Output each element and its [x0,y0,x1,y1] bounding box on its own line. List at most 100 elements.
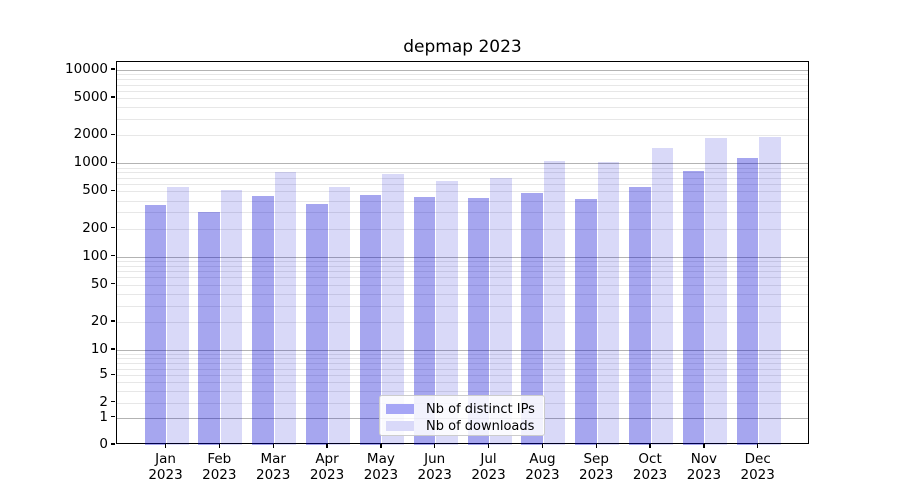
y-tick-mark [111,283,115,285]
x-tick-mark [164,444,167,448]
bar-downloads-sep [597,162,620,445]
gridline-minor [117,260,808,262]
x-tick-mark [703,444,705,448]
y-tick-mark [111,416,115,418]
bar-ips-jul [467,197,489,445]
x-tick-mark [380,444,382,448]
bar-ips-mar [252,195,274,445]
bar-ips-nov [682,170,705,445]
legend-swatch-downloads-icon [386,421,414,431]
gridline-minor [117,228,808,230]
bar-ips-may [359,195,382,445]
bar-ips-apr [306,203,328,445]
bar-ips-oct [629,187,651,445]
gridline-minor [117,358,808,360]
gridline-minor [117,135,808,137]
y-tick-label: 200 [82,219,108,236]
bar-downloads-jan [167,187,189,445]
bar-downloads-may [382,173,404,445]
bar-ips-jan [144,204,166,445]
gridline-minor [117,363,808,364]
x-tick-label: Jul 2023 [471,451,506,483]
bar-downloads-feb [220,190,243,445]
legend-label-downloads: Nb of downloads [426,418,535,434]
gridline-minor [117,98,808,100]
gridline-minor [117,321,808,323]
gridline-minor [117,284,808,286]
x-tick-mark [487,444,490,448]
y-tick-mark [111,68,115,70]
x-tick-mark [595,444,597,448]
y-tick-label: 10000 [65,61,108,77]
y-tick-mark [111,96,115,98]
gridline-minor [117,305,808,307]
y-tick-label: 2 [99,393,108,410]
gridline-major [117,350,808,351]
x-tick-mark [649,444,651,448]
x-tick-label: Apr 2023 [309,451,345,483]
bar-downloads-apr [328,186,350,445]
x-tick-label: Nov 2023 [686,451,722,483]
x-tick-label: Dec 2023 [740,451,775,483]
x-tick-label: Sep 2023 [579,451,614,483]
x-tick-mark [326,444,328,448]
y-tick-mark [111,320,115,322]
gridline-minor [117,200,808,202]
x-tick-mark [434,444,436,448]
y-tick-label: 2000 [73,126,108,143]
gridline-minor [117,84,808,86]
gridline-minor [117,184,808,185]
gridline-major [117,256,808,258]
gridline-minor [117,118,808,120]
y-tick-label: 500 [82,182,108,199]
bar-downloads-jul [490,178,512,445]
plot-area: Nb of distinct IPs Nb of downloads [116,61,809,445]
gridline-minor [117,293,808,295]
y-tick-mark [111,161,115,163]
x-tick-label: May 2023 [363,451,399,483]
gridline-minor [117,79,808,80]
gridline-minor [117,265,808,267]
y-tick-label: 1000 [73,154,108,171]
y-tick-label: 5 [99,366,108,383]
gridline-minor [117,382,808,383]
y-tick-mark [111,348,115,350]
gridline-minor [117,177,808,179]
legend-swatch-distinct-ips-icon [386,404,414,414]
gridline-minor [117,212,808,214]
x-tick-mark [272,444,274,448]
bar-downloads-aug [543,161,566,445]
y-tick-label: 10 [90,341,108,357]
y-tick-label: 5000 [73,89,108,106]
bar-ips-feb [198,212,220,445]
gridline-major [117,163,808,165]
gridline-minor [117,90,808,92]
x-tick-label: Aug 2023 [525,451,560,483]
bar-downloads-mar [274,171,297,445]
x-tick-mark [541,444,544,448]
x-tick-label: Jan 2023 [148,451,183,483]
chart-title: depmap 2023 [403,37,522,57]
y-tick-mark [111,373,115,375]
gridline-minor [117,375,808,377]
bar-downloads-oct [651,147,674,445]
gridline-minor [117,107,808,109]
gridline-minor [117,191,808,193]
y-tick-mark [111,255,115,257]
gridline-minor [117,172,808,174]
y-tick-label: 20 [90,312,108,329]
gridline-major [117,70,808,71]
x-tick-label: Feb 2023 [202,451,237,483]
legend-item-distinct-ips: Nb of distinct IPs [386,401,536,417]
x-tick-label: Oct 2023 [632,451,668,483]
gridline-minor [117,368,808,370]
bar-downloads-nov [705,137,727,445]
bar-downloads-dec [759,137,781,445]
x-tick-mark [757,444,759,448]
gridline-minor [117,74,808,76]
bar-ips-aug [521,193,543,445]
x-tick-label: Jun 2023 [417,451,452,483]
legend: Nb of distinct IPs Nb of downloads [379,395,545,436]
legend-label-distinct-ips: Nb of distinct IPs [426,401,535,417]
